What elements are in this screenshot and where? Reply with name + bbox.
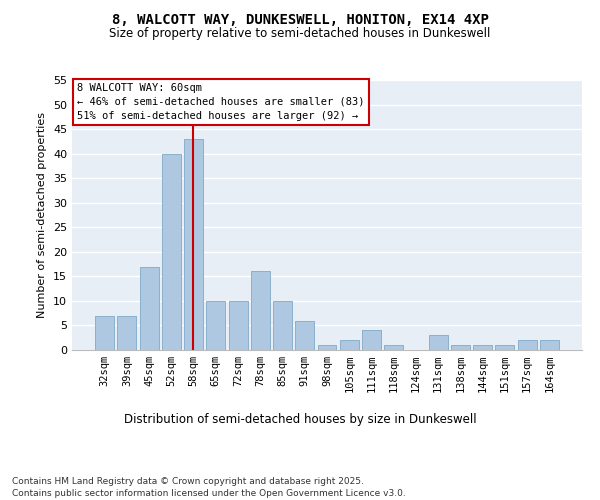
Y-axis label: Number of semi-detached properties: Number of semi-detached properties — [37, 112, 47, 318]
Bar — [184, 139, 203, 350]
Bar — [251, 272, 270, 350]
Bar — [429, 336, 448, 350]
Bar — [451, 345, 470, 350]
Bar — [140, 266, 158, 350]
Text: Distribution of semi-detached houses by size in Dunkeswell: Distribution of semi-detached houses by … — [124, 412, 476, 426]
Bar — [473, 345, 492, 350]
Bar — [229, 301, 248, 350]
Bar — [162, 154, 181, 350]
Bar — [273, 301, 292, 350]
Bar — [340, 340, 359, 350]
Bar — [206, 301, 225, 350]
Bar — [384, 345, 403, 350]
Text: Size of property relative to semi-detached houses in Dunkeswell: Size of property relative to semi-detach… — [109, 28, 491, 40]
Bar — [518, 340, 536, 350]
Bar — [496, 345, 514, 350]
Bar — [540, 340, 559, 350]
Text: Contains HM Land Registry data © Crown copyright and database right 2025.
Contai: Contains HM Land Registry data © Crown c… — [12, 476, 406, 498]
Text: 8, WALCOTT WAY, DUNKESWELL, HONITON, EX14 4XP: 8, WALCOTT WAY, DUNKESWELL, HONITON, EX1… — [112, 12, 488, 26]
Bar — [362, 330, 381, 350]
Bar — [317, 345, 337, 350]
Bar — [118, 316, 136, 350]
Bar — [95, 316, 114, 350]
Text: 8 WALCOTT WAY: 60sqm
← 46% of semi-detached houses are smaller (83)
51% of semi-: 8 WALCOTT WAY: 60sqm ← 46% of semi-detac… — [77, 82, 365, 120]
Bar — [295, 320, 314, 350]
